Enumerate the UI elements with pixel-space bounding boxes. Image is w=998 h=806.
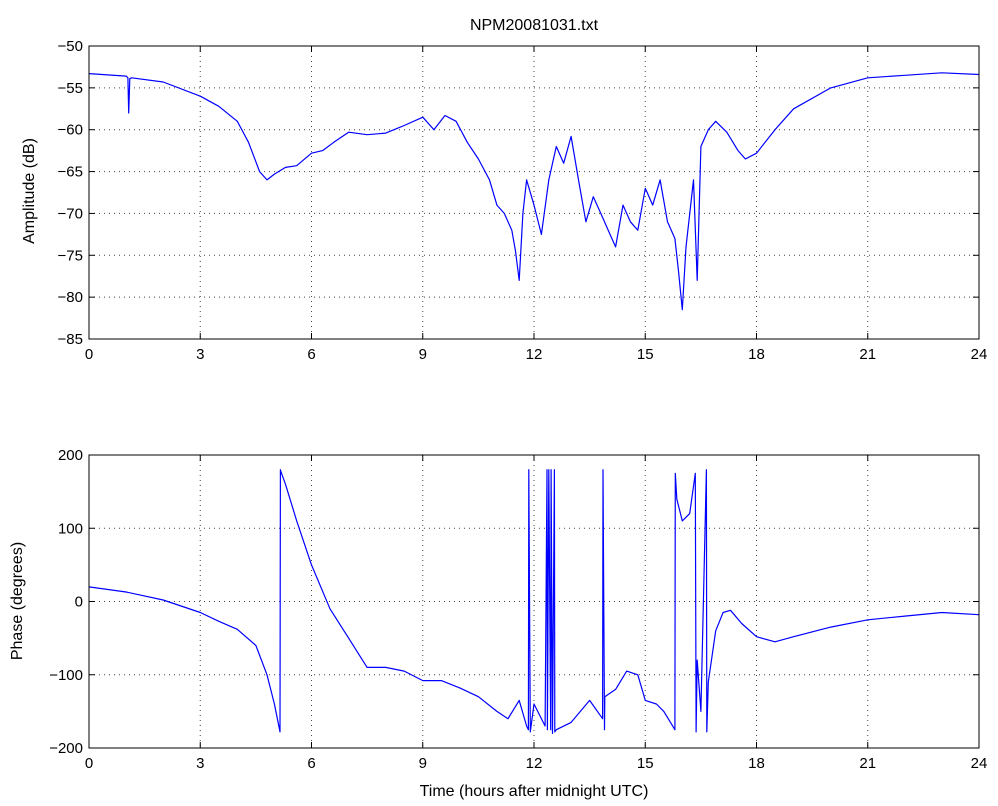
phase-x-tick-label: 18 bbox=[748, 755, 765, 772]
phase-y-tick-label: −200 bbox=[49, 740, 83, 757]
phase-x-tick-label: 15 bbox=[637, 755, 654, 772]
amplitude-plot: 0 3 6 9 12 15 18 21 24 −85 −80 −75 −70 −65 −60 −55 −50 bbox=[58, 38, 988, 363]
phase-y-tick-label: 200 bbox=[58, 447, 83, 464]
amplitude-y-tick-label: −65 bbox=[58, 164, 83, 181]
amplitude-x-tick-label: 0 bbox=[85, 346, 93, 363]
phase-y-tick-label: 100 bbox=[58, 520, 83, 537]
phase-x-tick-label: 3 bbox=[196, 755, 204, 772]
phase-x-tick-label: 12 bbox=[526, 755, 543, 772]
amplitude-chart-title: NPM20081031.txt bbox=[470, 17, 599, 34]
phase-y-tick-label: 0 bbox=[75, 594, 83, 611]
amplitude-y-tick-label: −85 bbox=[58, 331, 83, 348]
phase-x-tick-label: 24 bbox=[971, 755, 988, 772]
amplitude-y-tick-label: −70 bbox=[58, 205, 83, 222]
amplitude-series-line bbox=[88, 72, 980, 311]
amplitude-x-tick-label: 3 bbox=[196, 346, 204, 363]
phase-x-tick-label: 21 bbox=[859, 755, 876, 772]
amplitude-x-tick-label: 24 bbox=[971, 346, 988, 363]
amplitude-x-tick-label: 21 bbox=[859, 346, 876, 363]
phase-y-axis-label: Phase (degrees) bbox=[9, 542, 26, 660]
phase-x-axis-label: Time (hours after midnight UTC) bbox=[420, 783, 649, 800]
amplitude-y-tick-label: −60 bbox=[58, 122, 83, 139]
amplitude-axes-frame bbox=[88, 45, 980, 340]
amplitude-x-tick-label: 9 bbox=[419, 346, 427, 363]
phase-plot: 0 3 6 9 12 15 18 21 24 −200 −100 0 100 200 bbox=[49, 447, 987, 772]
phase-x-tick-label: 9 bbox=[419, 755, 427, 772]
amplitude-x-tick-label: 6 bbox=[307, 346, 315, 363]
amplitude-x-tick-label: 12 bbox=[526, 346, 543, 363]
amplitude-y-tick-label: −75 bbox=[58, 247, 83, 264]
amplitude-y-axis-label: Amplitude (dB) bbox=[21, 138, 38, 244]
phase-series-line bbox=[88, 469, 980, 734]
amplitude-y-tick-label: −55 bbox=[58, 80, 83, 97]
amplitude-x-tick-label: 15 bbox=[637, 346, 654, 363]
phase-x-tick-label: 0 bbox=[85, 755, 93, 772]
amplitude-y-tick-label: −50 bbox=[58, 38, 83, 55]
amplitude-x-tick-label: 18 bbox=[748, 346, 765, 363]
amplitude-y-tick-label: −80 bbox=[58, 289, 83, 306]
phase-x-tick-label: 6 bbox=[307, 755, 315, 772]
phase-y-tick-label: −100 bbox=[49, 667, 83, 684]
